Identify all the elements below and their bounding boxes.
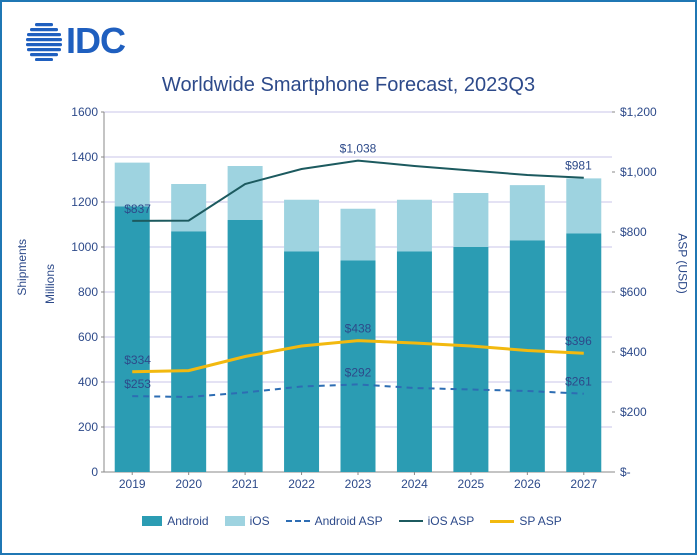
legend: Android iOS Android ASP iOS ASP SP ASP [32, 514, 672, 528]
chart-title: Worldwide Smartphone Forecast, 2023Q3 [2, 74, 695, 97]
svg-text:1600: 1600 [71, 105, 98, 119]
svg-text:$1,038: $1,038 [340, 142, 377, 156]
svg-text:400: 400 [78, 375, 98, 389]
svg-text:$800: $800 [620, 225, 647, 239]
svg-text:0: 0 [91, 465, 98, 479]
svg-text:$1,000: $1,000 [620, 165, 657, 179]
svg-text:2019: 2019 [119, 477, 146, 491]
svg-text:$253: $253 [124, 377, 151, 391]
svg-text:$292: $292 [345, 365, 372, 379]
svg-text:2027: 2027 [570, 477, 597, 491]
svg-text:2025: 2025 [458, 477, 485, 491]
svg-text:800: 800 [78, 285, 98, 299]
svg-text:1000: 1000 [71, 240, 98, 254]
chart-area: Shipments Millions ASP (USD) 02004006008… [32, 102, 672, 532]
left-axis-label-inner: Millions [43, 264, 57, 304]
svg-text:2022: 2022 [288, 477, 315, 491]
svg-text:$334: $334 [124, 353, 151, 367]
svg-text:$600: $600 [620, 285, 647, 299]
chart-svg: 0 200 400 600 800 1000 1200 1400 1600 $- $200 $400 $… [32, 102, 672, 502]
left-axis-label-outer: Shipments [15, 239, 29, 296]
svg-text:$-: $- [620, 465, 631, 479]
svg-text:$261: $261 [565, 375, 592, 389]
svg-text:2020: 2020 [175, 477, 202, 491]
svg-text:$837: $837 [124, 202, 151, 216]
svg-text:2023: 2023 [345, 477, 372, 491]
svg-text:$1,200: $1,200 [620, 105, 657, 119]
svg-text:$400: $400 [620, 345, 647, 359]
legend-item: Android [142, 514, 208, 528]
globe-icon [24, 21, 64, 61]
right-axis-label: ASP (USD) [675, 233, 689, 293]
svg-text:2026: 2026 [514, 477, 541, 491]
logo-text: IDC [66, 20, 125, 62]
svg-text:2024: 2024 [401, 477, 428, 491]
svg-text:600: 600 [78, 330, 98, 344]
legend-item: SP ASP [490, 514, 561, 528]
svg-text:1200: 1200 [71, 195, 98, 209]
svg-text:$396: $396 [565, 334, 592, 348]
svg-text:2021: 2021 [232, 477, 259, 491]
svg-text:1400: 1400 [71, 150, 98, 164]
legend-item: iOS [225, 514, 270, 528]
svg-text:200: 200 [78, 420, 98, 434]
idc-logo: IDC [24, 20, 125, 62]
svg-text:$200: $200 [620, 405, 647, 419]
svg-text:$981: $981 [565, 159, 592, 173]
legend-item: iOS ASP [399, 514, 475, 528]
svg-text:$438: $438 [345, 322, 372, 336]
legend-item: Android ASP [286, 514, 383, 528]
chart-frame: IDC Worldwide Smartphone Forecast, 2023Q… [0, 0, 697, 555]
